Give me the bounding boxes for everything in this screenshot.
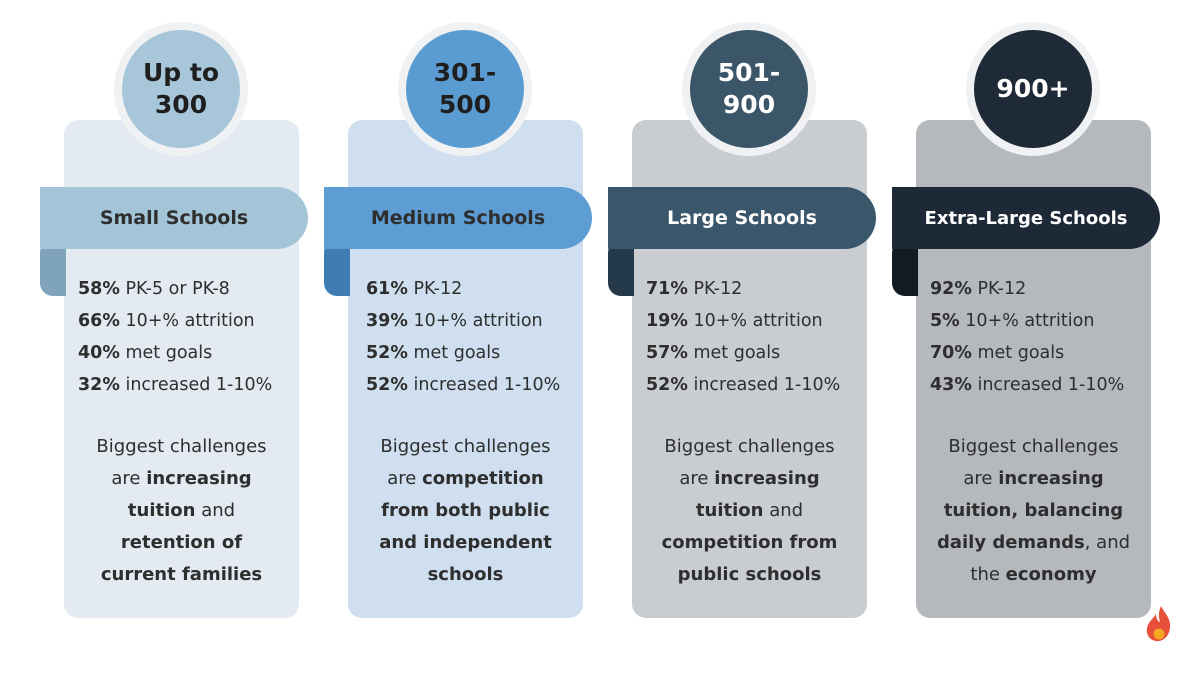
- ribbon-fold: [892, 240, 918, 296]
- size-circle: 501- 900: [690, 30, 808, 148]
- stats-list: 92% PK-12 5% 10+% attrition 70% met goal…: [930, 273, 1152, 401]
- stat-row: 52% met goals: [366, 343, 501, 363]
- size-label-line: 500: [438, 90, 492, 119]
- ribbon-title: Small Schools: [40, 187, 308, 249]
- size-label-line: 301-: [433, 58, 497, 87]
- column-small-schools: Up to 300 Small Schools 58% PK-5 or PK-8…: [0, 0, 308, 675]
- stat-row: 43% increased 1-10%: [930, 375, 1125, 395]
- column-extra-large-schools: 900+ Extra-Large Schools 92% PK-12 5% 10…: [852, 0, 1160, 675]
- ribbon-title: Large Schools: [608, 187, 876, 249]
- stats-list: 61% PK-12 39% 10+% attrition 52% met goa…: [366, 273, 588, 401]
- stat-row: 57% met goals: [646, 343, 781, 363]
- stat-row: 58% PK-5 or PK-8: [78, 279, 230, 299]
- challenges-text: Biggest challenges are increasing tuitio…: [96, 436, 267, 585]
- ribbon-title: Extra-Large Schools: [892, 187, 1160, 249]
- stat-row: 61% PK-12: [366, 279, 463, 299]
- stat-row: 40% met goals: [78, 343, 213, 363]
- flame-logo-icon: [1146, 606, 1171, 642]
- stat-row: 39% 10+% attrition: [366, 311, 543, 331]
- stats-list: 71% PK-12 19% 10+% attrition 57% met goa…: [646, 273, 868, 401]
- size-circle: 900+: [974, 30, 1092, 148]
- challenges-text: Biggest challenges are increasing tuitio…: [661, 436, 838, 585]
- size-label-line: 300: [154, 90, 208, 119]
- challenges-text: Biggest challenges are increasing tuitio…: [936, 436, 1131, 585]
- stat-row: 92% PK-12: [930, 279, 1027, 299]
- stat-row: 19% 10+% attrition: [646, 311, 823, 331]
- size-label-line: 900: [722, 90, 776, 119]
- size-label-line: 501-: [717, 58, 781, 87]
- stats-list: 58% PK-5 or PK-8 66% 10+% attrition 40% …: [78, 273, 300, 401]
- column-large-schools: 501- 900 Large Schools 71% PK-12 19% 10+…: [568, 0, 876, 675]
- size-circle: Up to 300: [122, 30, 240, 148]
- ribbon-title: Medium Schools: [324, 187, 592, 249]
- stat-row: 71% PK-12: [646, 279, 743, 299]
- ribbon-fold: [40, 240, 66, 296]
- challenges-text: Biggest challenges are competition from …: [379, 436, 552, 585]
- stat-row: 52% increased 1-10%: [646, 375, 841, 395]
- stat-row: 32% increased 1-10%: [78, 375, 273, 395]
- size-label-line: 900+: [996, 74, 1070, 103]
- stat-row: 66% 10+% attrition: [78, 311, 255, 331]
- ribbon-fold: [608, 240, 634, 296]
- stat-row: 52% increased 1-10%: [366, 375, 561, 395]
- size-circle: 301- 500: [406, 30, 524, 148]
- size-label-line: Up to: [142, 58, 220, 87]
- stat-row: 5% 10+% attrition: [930, 311, 1095, 331]
- column-medium-schools: 301- 500 Medium Schools 61% PK-12 39% 10…: [284, 0, 592, 675]
- stat-row: 70% met goals: [930, 343, 1065, 363]
- ribbon-fold: [324, 240, 350, 296]
